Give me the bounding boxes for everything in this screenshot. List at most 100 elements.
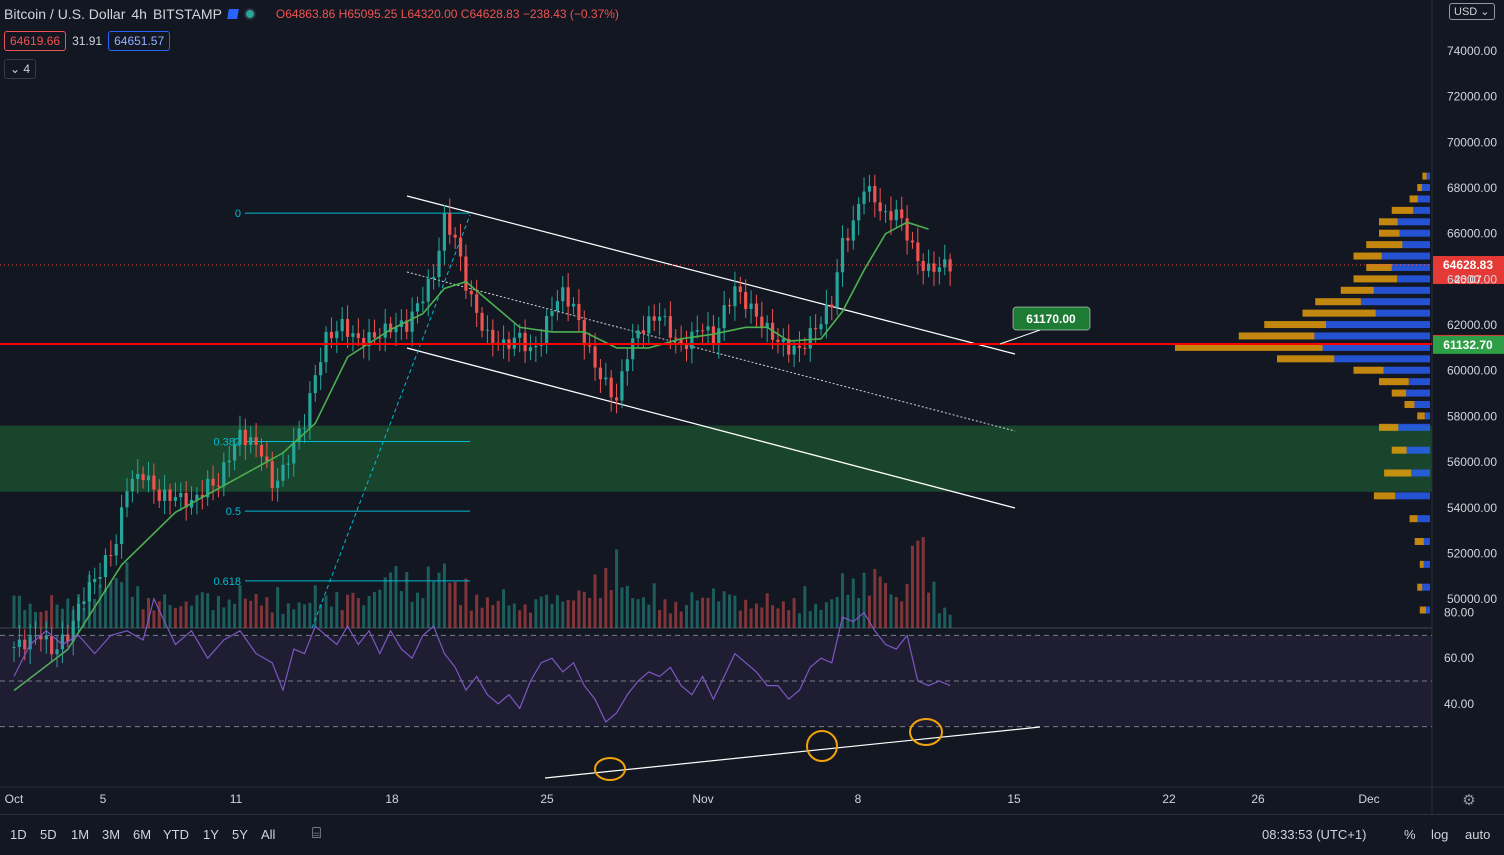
profile-row-down (1379, 229, 1400, 237)
fib-trend-line (311, 214, 471, 629)
candle-body (254, 437, 258, 445)
candle-body (765, 322, 769, 328)
flag-icon[interactable] (227, 9, 239, 19)
volume-bar (921, 537, 925, 628)
volume-bar (12, 595, 16, 628)
profile-row-down (1340, 286, 1374, 294)
percent-toggle[interactable]: % (1404, 827, 1416, 842)
range-button-5d[interactable]: 5D (40, 827, 57, 842)
log-toggle[interactable]: log (1431, 827, 1449, 842)
volume-bar (884, 583, 888, 628)
auto-toggle[interactable]: auto (1465, 827, 1491, 842)
candle-body (636, 330, 640, 339)
volume-bar (125, 562, 129, 628)
volume-bar (55, 604, 59, 628)
symbol-name[interactable]: Bitcoin / U.S. Dollar (4, 6, 126, 22)
callout-label: 61170.00 (1026, 312, 1076, 326)
rsi-tick-label: 80.00 (1444, 606, 1474, 620)
candle-body (12, 647, 16, 649)
volume-bar (674, 601, 678, 628)
candle-body (114, 543, 118, 556)
candle-body (717, 328, 721, 345)
volume-bar (147, 598, 150, 628)
bid-button[interactable]: 64619.66 (4, 31, 67, 51)
volume-bar (362, 605, 366, 628)
range-button-6m[interactable]: 6M (133, 827, 152, 842)
candle-body (598, 367, 603, 380)
candle-body (448, 213, 452, 235)
volume-bar (109, 582, 113, 628)
volume-bar (507, 605, 511, 628)
candle-body (701, 330, 705, 332)
clock-time[interactable]: 08:33:53 (UTC+1) (1262, 827, 1367, 842)
candle-body (480, 312, 484, 331)
date-range-icon[interactable]: ⌸ (312, 825, 322, 842)
candle-body (200, 494, 204, 498)
candle-body (243, 429, 247, 445)
volume-bar (222, 607, 226, 628)
volume-bar (346, 594, 350, 628)
volume-bar (534, 599, 538, 628)
currency-select[interactable]: USD ⌄ (1449, 3, 1495, 20)
time-tick-label: Nov (692, 792, 713, 806)
candle-body (787, 338, 791, 355)
range-button-all[interactable]: All (261, 827, 276, 842)
price-tick-label: 66000.00 (1447, 227, 1497, 241)
candle-body (351, 333, 355, 337)
profile-row-down (1417, 184, 1422, 192)
profile-row-up (1417, 195, 1430, 203)
candle-body (356, 333, 360, 339)
volume-bar (206, 593, 210, 628)
volume-bar (577, 590, 581, 628)
candle-body (518, 332, 522, 338)
volume-bar (824, 602, 828, 628)
volume-bar (351, 592, 355, 628)
range-button-1d[interactable]: 1D (10, 827, 27, 842)
candle-body (232, 444, 237, 461)
profile-row-down (1379, 423, 1399, 431)
profile-row-up (1398, 423, 1430, 431)
profile-row-up (1334, 355, 1430, 363)
indicators-toggle[interactable]: ⌄ 4 (4, 59, 37, 79)
ma-price-label: 61132.70 (1443, 338, 1493, 352)
volume-bar (233, 603, 237, 628)
range-button-5y[interactable]: 5Y (232, 827, 248, 842)
candle-body (297, 428, 301, 443)
candle-body (179, 493, 183, 498)
price-tick-label: 58000.00 (1447, 409, 1497, 423)
profile-row-up (1373, 286, 1430, 294)
volume-bar (572, 600, 576, 628)
candle-body (28, 636, 32, 650)
indicators-count: 4 (23, 62, 31, 76)
profile-row-down (1379, 378, 1409, 386)
volume-bar (163, 594, 167, 628)
candle-body (491, 329, 495, 343)
candle-body (276, 480, 280, 488)
candle-body (281, 464, 285, 481)
range-button-1y[interactable]: 1Y (203, 827, 219, 842)
last-price-countdown: 26:07 (1454, 274, 1482, 286)
candle-body (152, 475, 156, 490)
range-button-3m[interactable]: 3M (102, 827, 121, 842)
price-tick-label: 64000.00 (1447, 272, 1497, 286)
volume-bar (114, 577, 118, 628)
candle-body (211, 478, 215, 486)
candle-body (82, 601, 86, 604)
profile-row-up (1425, 606, 1430, 614)
volume-bar (340, 610, 344, 628)
profile-row-down (1391, 389, 1407, 397)
range-button-ytd[interactable]: YTD (163, 827, 189, 842)
volume-bar (819, 609, 823, 628)
ask-button[interactable]: 64651.57 (108, 31, 171, 51)
candle-body (883, 211, 888, 213)
candle-body (442, 213, 446, 251)
price-tick-label: 56000.00 (1447, 455, 1497, 469)
range-button-1m[interactable]: 1M (71, 827, 90, 842)
profile-row-up (1423, 560, 1430, 568)
volume-bar (835, 597, 839, 628)
interval-label[interactable]: 4h (131, 6, 147, 22)
candle-body (733, 286, 737, 307)
volume-bar (685, 605, 688, 628)
candle-body (760, 316, 764, 328)
